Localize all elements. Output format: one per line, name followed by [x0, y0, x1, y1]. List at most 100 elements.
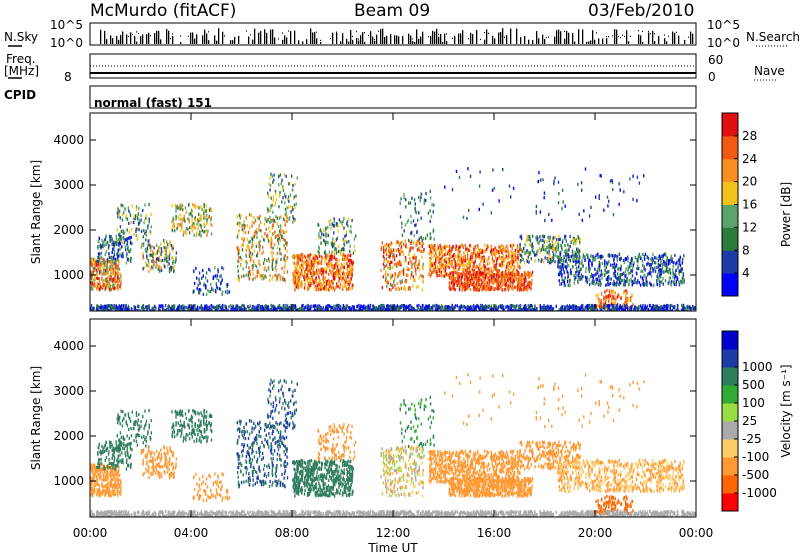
echo-cell	[109, 264, 111, 268]
echo-cell	[304, 254, 306, 258]
echo-cell	[429, 209, 431, 213]
echo-cell	[144, 248, 147, 252]
echo-cell	[215, 282, 218, 286]
echo-cell	[650, 257, 652, 261]
echo-cell	[419, 250, 422, 254]
echo-cell	[516, 260, 518, 264]
echo-cell	[522, 258, 524, 262]
echo-cell	[477, 243, 479, 248]
echo-cell	[175, 215, 177, 219]
echo-cell	[298, 264, 300, 269]
echo-cell	[507, 249, 509, 253]
echo-cell	[505, 273, 507, 278]
echo-cell	[470, 268, 473, 272]
echo-cell	[267, 194, 270, 199]
echo-cell	[532, 307, 535, 311]
echo-cell	[333, 224, 336, 228]
echo-cell	[535, 253, 537, 257]
echo-cell	[550, 244, 553, 248]
echo-cell	[474, 270, 476, 274]
echo-cell	[179, 203, 182, 207]
echo-cell	[433, 247, 435, 251]
echo-cell	[272, 251, 274, 255]
echo-cell	[402, 242, 405, 246]
echo-cell	[646, 262, 648, 266]
noise-bar	[192, 32, 194, 44]
echo-cell	[628, 306, 630, 310]
search-noise-dot	[592, 35, 593, 37]
echo-cell	[429, 244, 431, 248]
echo-cell	[319, 279, 321, 283]
echo-cell	[512, 269, 514, 273]
echo-cell	[107, 284, 110, 288]
echo-cell	[485, 247, 488, 252]
echo-cell	[415, 258, 417, 262]
echo-cell	[462, 245, 464, 249]
echo-cell	[411, 265, 413, 269]
echo-cell	[101, 285, 103, 289]
noise-bar	[602, 38, 604, 44]
echo-cell	[490, 244, 492, 248]
echo-cell	[420, 216, 422, 220]
echo-cell	[466, 272, 468, 277]
echo-cell	[671, 260, 674, 264]
echo-cell	[292, 278, 294, 282]
echo-cell	[297, 257, 300, 261]
echo-cell	[339, 282, 342, 286]
echo-cell	[413, 262, 415, 266]
echo-cell	[116, 252, 118, 256]
echo-cell	[642, 263, 644, 267]
echo-cell	[422, 249, 425, 253]
echo-cell	[473, 265, 476, 269]
echo-cell	[452, 276, 455, 280]
echo-cell	[604, 262, 606, 266]
echo-cell	[418, 276, 420, 280]
echo-cell	[493, 275, 495, 279]
echo-cell	[405, 243, 407, 247]
echo-cell	[251, 245, 253, 249]
echo-cell	[440, 270, 443, 274]
echo-cell	[298, 273, 300, 277]
echo-cell	[581, 277, 583, 281]
echo-cell	[565, 254, 568, 258]
echo-cell	[608, 299, 610, 303]
echo-cell	[145, 233, 148, 237]
echo-cell	[391, 251, 393, 255]
echo-cell	[530, 282, 533, 286]
echo-cell	[403, 229, 405, 233]
echo-cell	[248, 254, 251, 258]
echo-cell	[519, 277, 521, 281]
echo-cell	[512, 270, 514, 274]
echo-cell	[588, 261, 590, 265]
echo-cell	[510, 286, 512, 290]
echo-cell	[498, 275, 500, 279]
echo-cell	[251, 220, 253, 224]
echo-cell	[413, 278, 415, 282]
echo-cell	[285, 241, 287, 245]
echo-cell	[330, 264, 333, 268]
echo-cell	[283, 265, 286, 269]
echo-cell	[679, 258, 681, 262]
echo-cell	[485, 273, 487, 277]
echo-cell	[478, 288, 480, 292]
echo-cell	[420, 236, 422, 240]
echo-cell	[613, 262, 616, 266]
echo-cell	[386, 280, 389, 284]
echo-cell	[627, 257, 629, 261]
echo-cell	[569, 268, 572, 272]
echo-cell	[288, 199, 290, 203]
echo-cell	[662, 277, 664, 281]
echo-cell	[573, 274, 575, 278]
echo-cell	[631, 258, 633, 262]
echo-cell	[552, 238, 554, 242]
echo-cell	[436, 267, 439, 271]
echo-cell	[92, 283, 95, 287]
echo-cell	[429, 268, 431, 272]
echo-cell	[664, 308, 666, 311]
echo-cell	[611, 254, 614, 258]
echo-cell	[142, 256, 144, 260]
echo-cell	[200, 233, 202, 237]
echo-cell	[544, 256, 546, 260]
echo-cell	[520, 258, 522, 262]
echo-cell	[331, 257, 333, 261]
